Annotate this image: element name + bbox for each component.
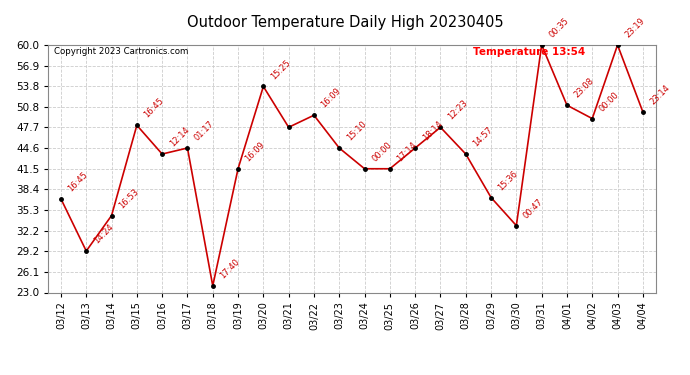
Text: 23:19: 23:19: [623, 16, 647, 39]
Text: 16:45: 16:45: [142, 96, 166, 120]
Text: 00:47: 00:47: [522, 197, 545, 220]
Text: 14:57: 14:57: [471, 125, 495, 148]
Text: 12:14: 12:14: [168, 125, 191, 148]
Text: 14:24: 14:24: [92, 222, 115, 246]
Text: 15:25: 15:25: [269, 58, 292, 81]
Text: Temperature 13:54: Temperature 13:54: [473, 48, 586, 57]
Text: 17:40: 17:40: [218, 257, 241, 280]
Text: Copyright 2023 Cartronics.com: Copyright 2023 Cartronics.com: [55, 48, 189, 57]
Text: 01:17: 01:17: [193, 119, 216, 142]
Text: Outdoor Temperature Daily High 20230405: Outdoor Temperature Daily High 20230405: [187, 15, 503, 30]
Text: 16:09: 16:09: [319, 86, 343, 109]
Text: 12:23: 12:23: [446, 99, 469, 122]
Text: 00:00: 00:00: [370, 140, 393, 163]
Text: 23:08: 23:08: [573, 76, 596, 100]
Text: 17:14: 17:14: [395, 140, 419, 163]
Text: 18:14: 18:14: [421, 119, 444, 142]
Text: 16:45: 16:45: [66, 170, 90, 193]
Text: 15:10: 15:10: [345, 119, 368, 142]
Text: 00:00: 00:00: [598, 90, 621, 113]
Text: 16:09: 16:09: [244, 140, 267, 163]
Text: 23:14: 23:14: [649, 83, 671, 106]
Text: 15:36: 15:36: [497, 169, 520, 192]
Text: 16:53: 16:53: [117, 187, 141, 210]
Text: 00:35: 00:35: [547, 16, 571, 39]
